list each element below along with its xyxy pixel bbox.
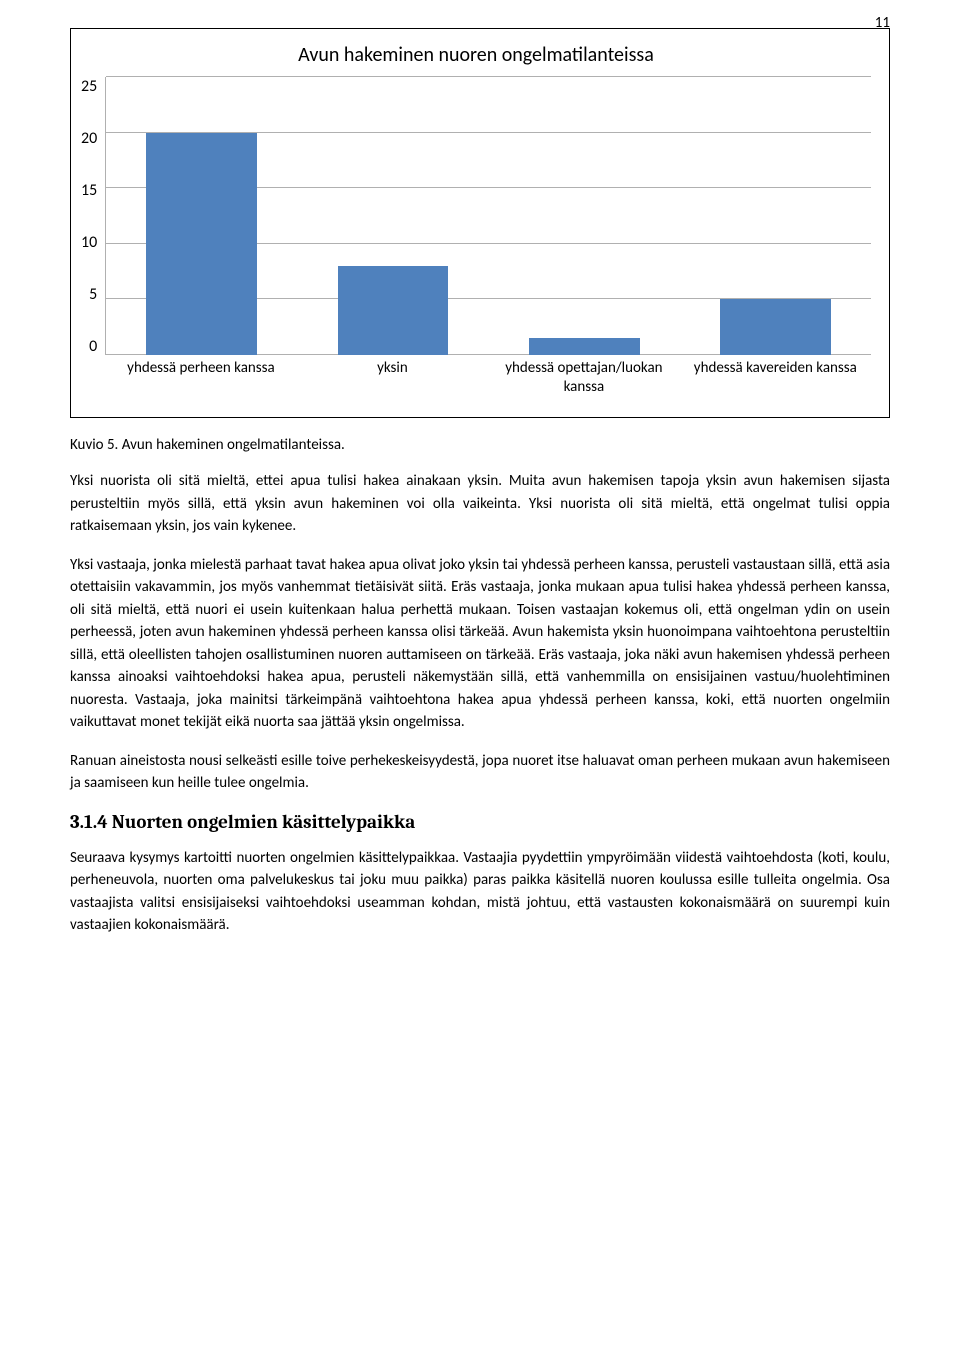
bar: [720, 299, 831, 355]
section-heading: 3.1.4 Nuorten ongelmien käsittelypaikka: [70, 811, 890, 833]
plot-area: [105, 77, 871, 355]
y-tick: 20: [81, 131, 97, 147]
bar-slot: [489, 77, 680, 355]
bar: [146, 133, 257, 355]
paragraph: Ranuan aineistosta nousi selkeästi esill…: [70, 750, 890, 795]
bar-slot: [680, 77, 871, 355]
y-tick: 25: [81, 79, 97, 95]
bar-slot: [297, 77, 488, 355]
figure-caption: Kuvio 5. Avun hakeminen ongelmatilanteis…: [70, 436, 890, 454]
x-axis: yhdessä perheen kanssa yksin yhdessä ope…: [105, 355, 871, 407]
x-label: yhdessä perheen kanssa: [105, 355, 296, 407]
chart-body: 25 20 15 10 5 0: [81, 77, 871, 407]
bar-slot: [106, 77, 297, 355]
bars-row: [106, 77, 871, 355]
y-tick: 0: [89, 339, 97, 355]
y-tick: 5: [89, 287, 97, 303]
bar-chart: Avun hakeminen nuoren ongelmatilanteissa…: [70, 28, 890, 418]
bar: [338, 266, 449, 355]
bar: [529, 338, 640, 355]
chart-title: Avun hakeminen nuoren ongelmatilanteissa: [81, 43, 871, 67]
y-tick: 10: [81, 235, 97, 251]
x-label: yhdessä opettajan/luokan kanssa: [488, 355, 679, 407]
paragraph: Yksi nuorista oli sitä mieltä, ettei apu…: [70, 470, 890, 538]
paragraph: Seuraava kysymys kartoitti nuorten ongel…: [70, 847, 890, 937]
paragraph: Yksi vastaaja, jonka mielestä parhaat ta…: [70, 554, 890, 734]
x-label: yhdessä kavereiden kanssa: [680, 355, 871, 407]
plot-zone: yhdessä perheen kanssa yksin yhdessä ope…: [105, 77, 871, 407]
y-tick: 15: [81, 183, 97, 199]
x-label: yksin: [297, 355, 488, 407]
y-axis: 25 20 15 10 5 0: [81, 77, 105, 407]
page-number: 11: [875, 14, 890, 32]
